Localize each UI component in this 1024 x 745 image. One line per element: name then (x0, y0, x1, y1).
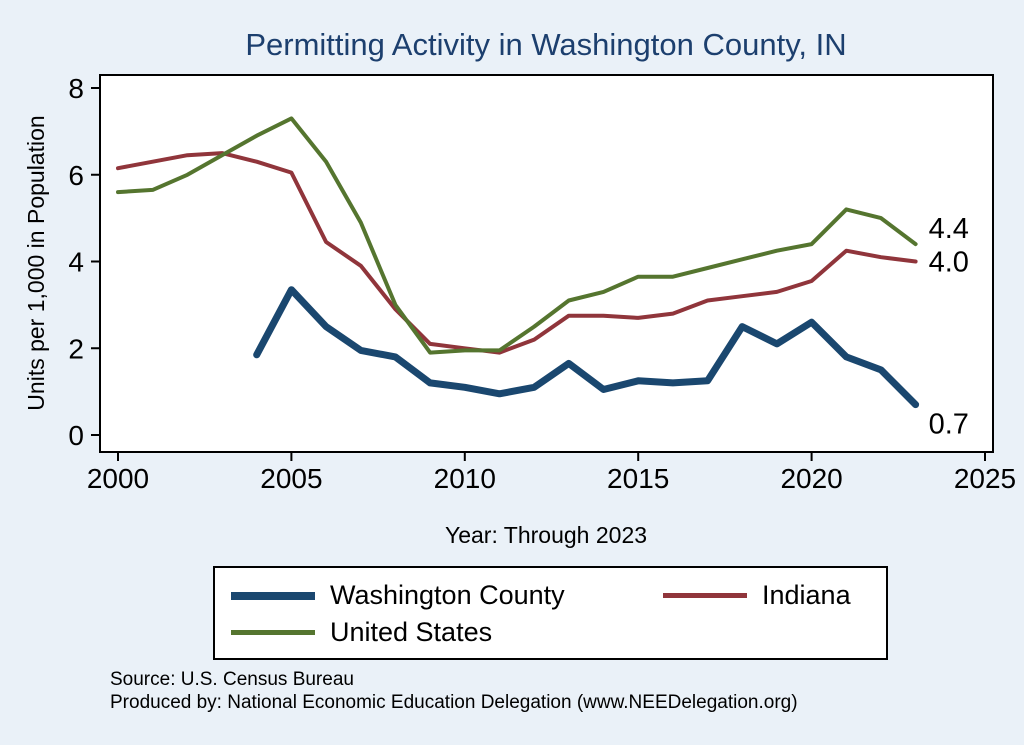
x-tick-label: 2010 (434, 463, 496, 494)
y-tick-label: 6 (68, 160, 84, 191)
footer-notes: Source: U.S. Census Bureau Produced by: … (110, 668, 798, 714)
series-washington-county (253, 286, 920, 409)
permitting-activity-chart: Permitting Activity in Washington County… (23, 27, 1016, 548)
x-axis-label: Year: Through 2023 (445, 522, 647, 548)
washington-county-line-swatch (231, 591, 315, 600)
y-tick-label: 2 (68, 333, 84, 364)
united-states-line-swatch (231, 630, 315, 635)
legend-label-indiana: Indiana (762, 580, 851, 610)
end-label-washington-county: 0.7 (929, 409, 969, 441)
x-tick-label: 2025 (954, 463, 1016, 494)
x-tick-label: 2000 (87, 463, 149, 494)
chart-legend: Washington County Indiana United States (213, 566, 888, 660)
x-tick-label: 2020 (780, 463, 842, 494)
legend-item-washington-county: Washington County (231, 580, 663, 611)
x-tick-label: 2015 (607, 463, 669, 494)
y-tick-label: 4 (68, 247, 84, 278)
end-label-united-states: 4.4 (929, 213, 969, 245)
plot-area (99, 74, 994, 453)
series-united-states (116, 116, 918, 355)
y-tick-label: 8 (68, 73, 84, 104)
y-axis-label: Units per 1,000 in Population (23, 115, 49, 410)
legend-label-united-states: United States (330, 617, 493, 647)
x-tick-label: 2005 (260, 463, 322, 494)
series-indiana (116, 151, 918, 355)
indiana-line-swatch (663, 593, 747, 598)
legend-item-united-states: United States (231, 617, 663, 648)
chart-title: Permitting Activity in Washington County… (245, 27, 846, 62)
legend-label-washington-county: Washington County (330, 580, 565, 610)
plot-layers: 0 2 4 6 8 2000 2005 2010 2015 2020 2025 0.7 4.04.4 (68, 73, 1016, 494)
produced-by-note: Produced by: National Economic Education… (110, 692, 798, 713)
legend-item-indiana: Indiana (663, 580, 870, 611)
source-note: Source: U.S. Census Bureau (110, 669, 354, 690)
end-label-indiana: 4.0 (929, 247, 969, 279)
y-tick-label: 0 (68, 420, 84, 451)
